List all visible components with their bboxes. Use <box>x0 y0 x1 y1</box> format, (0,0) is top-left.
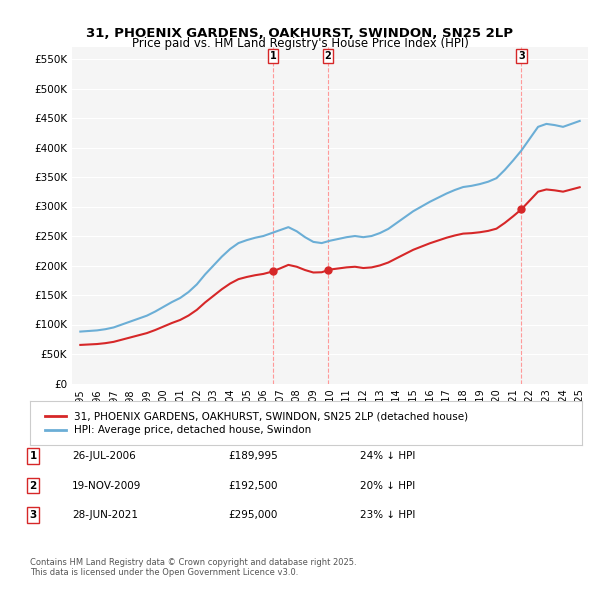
Text: 1: 1 <box>269 51 276 61</box>
Text: 2: 2 <box>325 51 331 61</box>
Text: 3: 3 <box>29 510 37 520</box>
Text: 3: 3 <box>518 51 524 61</box>
Text: 1: 1 <box>29 451 37 461</box>
Text: Price paid vs. HM Land Registry's House Price Index (HPI): Price paid vs. HM Land Registry's House … <box>131 37 469 50</box>
Legend: 31, PHOENIX GARDENS, OAKHURST, SWINDON, SN25 2LP (detached house), HPI: Average : 31, PHOENIX GARDENS, OAKHURST, SWINDON, … <box>41 407 472 440</box>
Text: 2: 2 <box>29 481 37 490</box>
Text: 23% ↓ HPI: 23% ↓ HPI <box>360 510 415 520</box>
Text: 26-JUL-2006: 26-JUL-2006 <box>72 451 136 461</box>
Text: £192,500: £192,500 <box>228 481 277 490</box>
Text: £189,995: £189,995 <box>228 451 278 461</box>
Text: 24% ↓ HPI: 24% ↓ HPI <box>360 451 415 461</box>
Text: 28-JUN-2021: 28-JUN-2021 <box>72 510 138 520</box>
Text: 31, PHOENIX GARDENS, OAKHURST, SWINDON, SN25 2LP: 31, PHOENIX GARDENS, OAKHURST, SWINDON, … <box>86 27 514 40</box>
Text: 19-NOV-2009: 19-NOV-2009 <box>72 481 142 490</box>
Text: Contains HM Land Registry data © Crown copyright and database right 2025.
This d: Contains HM Land Registry data © Crown c… <box>30 558 356 577</box>
Text: 20% ↓ HPI: 20% ↓ HPI <box>360 481 415 490</box>
Text: £295,000: £295,000 <box>228 510 277 520</box>
